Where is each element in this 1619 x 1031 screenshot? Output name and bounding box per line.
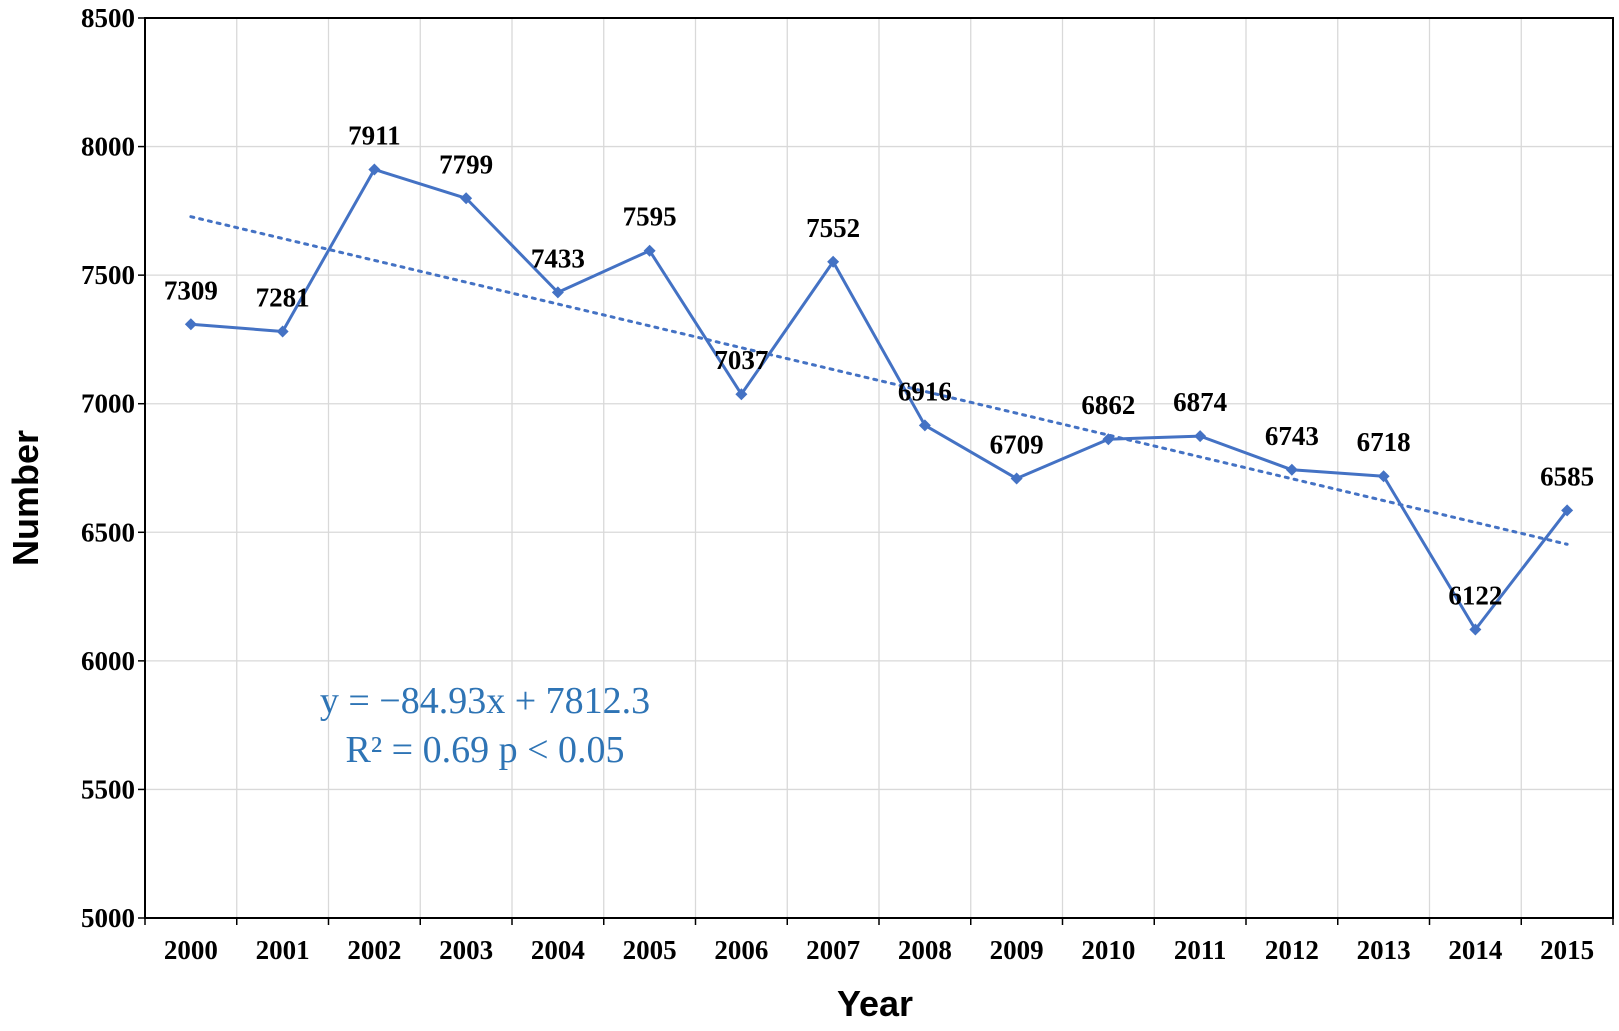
- x-tick-label: 2005: [623, 935, 677, 965]
- x-tick-label: 2004: [531, 935, 585, 965]
- x-tick-label: 2002: [347, 935, 401, 965]
- data-point-marker: [1561, 504, 1574, 517]
- y-tick-label: 5000: [81, 903, 135, 933]
- data-point-marker: [1285, 463, 1298, 476]
- y-tick-label: 5500: [81, 774, 135, 804]
- data-point-marker: [918, 419, 931, 432]
- x-tick-label: 2014: [1448, 935, 1502, 965]
- x-tick-label: 2003: [439, 935, 493, 965]
- data-point-marker: [368, 163, 381, 176]
- data-label: 7281: [256, 282, 310, 312]
- data-point-marker: [460, 192, 473, 205]
- data-label: 6585: [1540, 461, 1594, 491]
- data-label: 6743: [1265, 421, 1319, 451]
- x-tick-label: 2001: [256, 935, 310, 965]
- data-point-marker: [1194, 430, 1207, 443]
- data-label: 7595: [623, 202, 677, 232]
- data-label: 6122: [1448, 580, 1502, 610]
- data-label: 7911: [348, 120, 401, 150]
- x-tick-label: 2013: [1357, 935, 1411, 965]
- x-tick-label: 2008: [898, 935, 952, 965]
- plot-border: [144, 17, 1614, 919]
- data-point-marker: [1377, 470, 1390, 483]
- data-label: 7799: [439, 149, 493, 179]
- x-tick-label: 2012: [1265, 935, 1319, 965]
- data-label: 6709: [990, 430, 1044, 460]
- x-tick-label: 2006: [714, 935, 768, 965]
- y-tick-label: 6000: [81, 646, 135, 676]
- data-point-marker: [827, 255, 840, 268]
- x-axis-title: Year: [837, 983, 913, 1024]
- y-axis-title: Number: [5, 430, 46, 566]
- data-point-marker: [643, 244, 656, 257]
- data-label: 7433: [531, 243, 585, 273]
- x-tick-label: 2011: [1174, 935, 1227, 965]
- y-tick-label: 8500: [81, 3, 135, 33]
- y-tick-label: 8000: [81, 132, 135, 162]
- y-tick-label: 6500: [81, 517, 135, 547]
- y-tick-label: 7000: [81, 389, 135, 419]
- data-point-marker: [276, 325, 289, 338]
- x-tick-label: 2007: [806, 935, 860, 965]
- data-point-marker: [551, 286, 564, 299]
- data-point-marker: [1102, 433, 1115, 446]
- data-label: 7037: [714, 345, 768, 375]
- data-point-marker: [735, 388, 748, 401]
- x-tick-label: 2009: [990, 935, 1044, 965]
- data-point-marker: [1469, 623, 1482, 636]
- data-point-marker: [184, 318, 197, 331]
- data-label: 7309: [164, 275, 218, 305]
- y-tick-label: 7500: [81, 260, 135, 290]
- trendline-group: [189, 215, 1569, 546]
- data-label: 6862: [1081, 390, 1135, 420]
- series-line: [190, 167, 1569, 631]
- data-label: 7552: [806, 213, 860, 243]
- data-label: 6916: [898, 376, 952, 406]
- data-label: 6718: [1357, 427, 1411, 457]
- x-tick-label: 2010: [1081, 935, 1135, 965]
- data-label: 6874: [1173, 387, 1227, 417]
- trendline-stats: R² = 0.69 p < 0.05: [345, 729, 624, 771]
- data-point-marker: [1010, 472, 1023, 485]
- x-tick-label: 2000: [164, 935, 218, 965]
- data-labels: 7309 7281 7911 7799 7433 7595 7037 7552 6916 6709…: [164, 120, 1594, 610]
- axes: 5000 5500 6000 6500 7000 7500 8000 8500 2000 2001…: [81, 3, 1614, 965]
- series-group: [184, 163, 1574, 636]
- trendline-equation: y = −84.93x + 7812.3: [320, 680, 650, 722]
- trendline: [189, 215, 1569, 546]
- gridlines: [145, 18, 1613, 918]
- x-tick-label: 2015: [1540, 935, 1594, 965]
